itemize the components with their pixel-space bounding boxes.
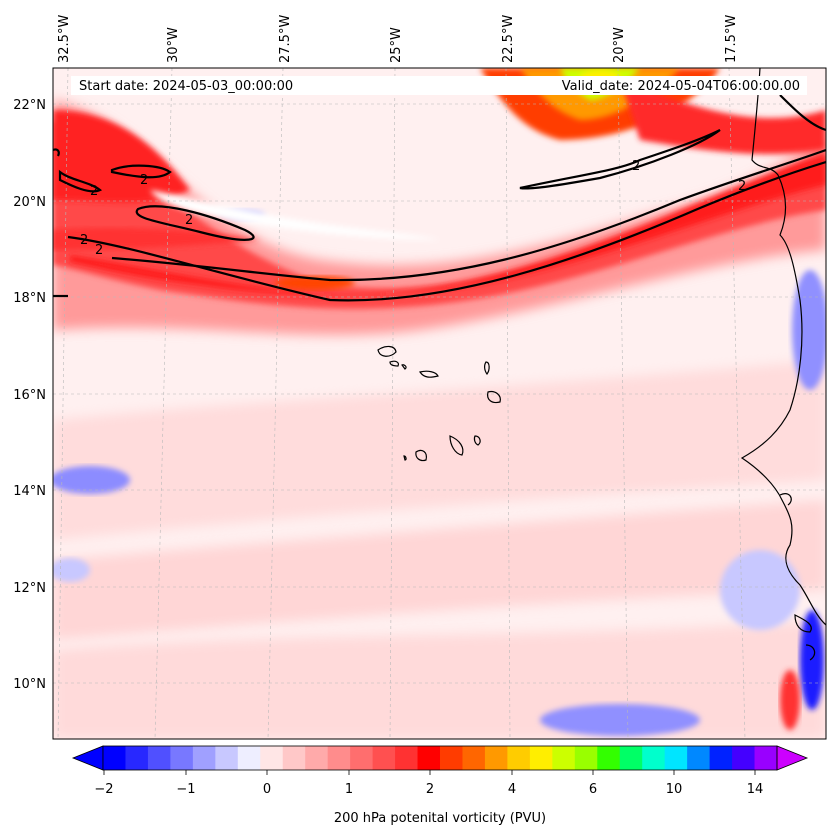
graticule	[53, 68, 826, 739]
colorbar-tick-label: 10	[666, 782, 683, 797]
colorbar-cell	[574, 746, 598, 770]
colorbar-cell	[395, 746, 419, 770]
colorbar-cell	[215, 746, 239, 770]
cape-verde-islands	[377, 345, 501, 462]
date-banner	[71, 76, 807, 95]
colorbar-cell	[440, 746, 463, 770]
contour-label: 2	[95, 243, 103, 258]
colorbar-label: 200 hPa potenital vorticity (PVU)	[334, 811, 546, 826]
colorbar-cell	[372, 746, 396, 770]
contour-label: 2	[80, 233, 88, 248]
colorbar-tick-label: −1	[176, 782, 195, 797]
map-frame	[52, 67, 827, 740]
colorbar-cell	[462, 746, 486, 770]
colorbar-cell	[282, 746, 306, 770]
colorbar-cell	[103, 746, 126, 770]
colorbar-cell	[237, 746, 261, 770]
colorbar-cell	[147, 746, 171, 770]
lon-label: 25°W	[389, 27, 404, 63]
colorbar-cell	[327, 746, 351, 770]
lon-label: 22.5°W	[501, 15, 516, 63]
pv-2-contours	[53, 94, 826, 302]
colorbar-tick-label: 14	[747, 782, 764, 797]
colorbar-cell	[484, 746, 508, 770]
lon-label: 17.5°W	[724, 15, 739, 63]
colorbar-cell	[664, 746, 688, 770]
colorbar-tick-label: 1	[345, 782, 353, 797]
colorbar-cell	[687, 746, 711, 770]
colorbar-cells	[103, 746, 778, 770]
colorbar-cell	[125, 746, 149, 770]
colorbar-tick-label: 4	[508, 782, 516, 797]
colorbar-cell	[642, 746, 666, 770]
colorbar-cell	[754, 746, 778, 770]
contour-label: 2	[185, 213, 193, 228]
colorbar-cell	[732, 746, 756, 770]
colorbar-cell	[619, 746, 643, 770]
lon-label: 27.5°W	[278, 15, 293, 63]
colorbar-cell	[417, 746, 441, 770]
colorbar-cell	[597, 746, 621, 770]
contour-label: 2	[632, 159, 640, 174]
contour-label: 2	[738, 179, 746, 194]
lat-label: 14°N	[13, 484, 46, 499]
start-date-label: Start date: 2024-05-03_00:00:00	[79, 79, 293, 94]
lon-label: 20°W	[612, 27, 627, 63]
contour-label: 2	[140, 173, 148, 188]
colorbar: −2 −1 0 1 2 4 6 10 14 200 hPa potenital …	[71, 745, 809, 826]
valid-date-label: Valid_date: 2024-05-04T06:00:00.00	[562, 79, 800, 94]
colorbar-cell	[350, 746, 374, 770]
colorbar-cell	[305, 746, 329, 770]
contour-label: 2	[90, 184, 98, 199]
lat-label: 22°N	[13, 98, 46, 113]
latitude-labels: 22°N 20°N 18°N 16°N 14°N 12°N 10°N	[13, 98, 46, 692]
lat-label: 18°N	[13, 291, 46, 306]
contour-labels: 2 2 2 2 2 2 2	[80, 159, 746, 258]
longitude-labels: 32.5°W 30°W 27.5°W 25°W 22.5°W 20°W 17.5…	[57, 15, 739, 63]
colorbar-cell	[192, 746, 216, 770]
colorbar-cell	[552, 746, 576, 770]
colorbar-cell	[260, 746, 284, 770]
map-field: 2 2 2 2 2 2 2 Start	[53, 68, 826, 739]
colorbar-tick-label: −2	[94, 782, 113, 797]
colorbar-frame	[102, 745, 778, 771]
coastlines	[740, 68, 826, 661]
lon-label: 32.5°W	[57, 15, 72, 63]
pv-shading	[53, 68, 826, 739]
lat-label: 16°N	[13, 388, 46, 403]
lon-label: 30°W	[166, 27, 181, 63]
colorbar-tick-label: 0	[263, 782, 271, 797]
lat-label: 10°N	[13, 677, 46, 692]
colorbar-cell	[529, 746, 553, 770]
lat-label: 12°N	[13, 581, 46, 596]
colorbar-cell	[170, 746, 194, 770]
colorbar-max-arrow	[776, 745, 809, 771]
colorbar-tick-label: 2	[426, 782, 434, 797]
colorbar-cell	[507, 746, 531, 770]
colorbar-tick-label: 6	[589, 782, 597, 797]
colorbar-ticks: −2 −1 0 1 2 4 6 10 14	[94, 770, 763, 797]
colorbar-min-arrow	[71, 745, 104, 771]
colorbar-cell	[709, 746, 733, 770]
lat-label: 20°N	[13, 195, 46, 210]
